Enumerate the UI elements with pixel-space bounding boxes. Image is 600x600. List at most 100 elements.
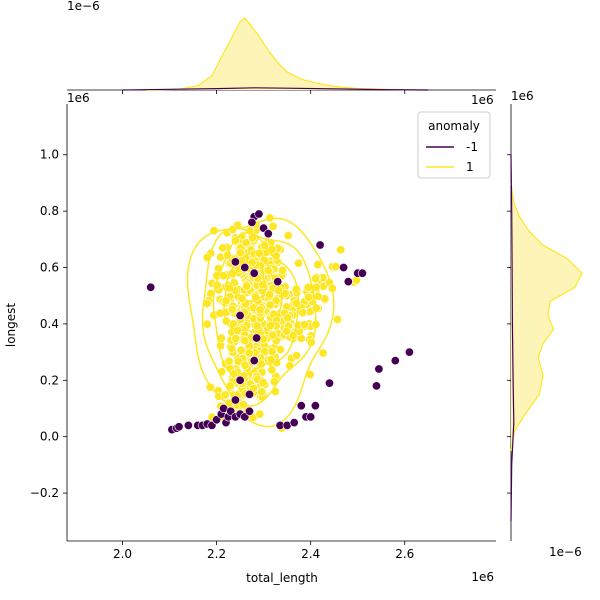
marginal-y-kde-normal [510,182,583,451]
density-contour [223,251,283,334]
anomaly-point [230,257,240,267]
x-tick-label: 2.4 [301,547,320,561]
normal-point [313,260,323,270]
density-contour [201,227,317,407]
normal-point [299,320,309,330]
normal-point [275,344,285,354]
normal-point [265,290,275,300]
anomaly-point [273,277,283,287]
marginal-y-top-scale-label: 1e6 [511,89,534,103]
y-tick: 0.8 [40,204,67,218]
anomaly-point [374,364,384,374]
normal-point [257,387,267,397]
normal-point [318,348,328,358]
y-tick-label: 0.4 [40,317,59,331]
y-tick-label: −0.2 [30,486,59,500]
marginal-y-scale-label: 1e−6 [549,545,582,559]
normal-point [255,409,265,419]
marginal-x-right-scale-label: 1e6 [471,93,494,107]
density-contour [212,231,300,377]
anomaly-point [230,395,240,405]
y-scale-label: 1e6 [67,91,90,105]
anomaly-point [183,420,193,430]
normal-point [292,351,302,361]
y-tick-label: 0.8 [40,204,59,218]
normal-point [270,386,280,396]
anomaly-point [252,333,262,343]
y-tick-label: 0.2 [40,373,59,387]
anomaly-point [324,378,334,388]
x-tick-label: 2.2 [207,547,226,561]
y-tick: 0.0 [40,430,67,444]
normal-point [224,356,234,366]
anomaly-point [235,375,245,385]
marginal-y-kde-anomaly [510,154,515,522]
normal-point [283,231,293,241]
marginal-x-kde-normal [145,17,429,91]
normal-point [265,300,275,310]
normal-point [271,251,281,261]
x-tick: 2.0 [113,541,132,561]
anomaly-point [146,282,156,292]
legend-box [417,111,491,179]
y-tick-label: 0.6 [40,261,59,275]
y-tick: 0.2 [40,373,67,387]
normal-point [227,343,237,353]
normal-point [255,305,265,315]
legend: anomaly -1 1 [417,111,491,179]
marginal-y-axes [510,104,583,541]
normal-point [227,304,237,314]
normal-point [332,314,342,324]
normal-point [218,243,228,253]
normal-point [331,262,341,272]
normal-point [293,258,303,268]
normal-point [216,341,226,351]
normal-point [240,360,250,370]
y-axis-label: longest [4,303,18,348]
density-contour [230,260,267,303]
anomaly-point [245,406,255,416]
anomaly-point [289,418,299,428]
x-tick: 2.2 [207,541,226,561]
y-tick: −0.2 [30,486,67,500]
anomaly-point [245,389,255,399]
density-contour [186,217,335,428]
anomaly-point [306,412,316,422]
main-axes [146,209,414,435]
normal-point [268,330,278,340]
anomaly-point [249,268,259,278]
y-tick-label: 0.0 [40,430,59,444]
normal-point [231,334,241,344]
anomaly-point [296,401,306,411]
normal-point [313,291,323,301]
normal-point [271,296,281,306]
normal-point [252,321,262,331]
normal-point [267,365,277,375]
anomaly-point [404,347,414,357]
x-tick-label: 2.6 [395,547,414,561]
normal-point [298,308,308,318]
normal-point [258,378,268,388]
legend-label-anomaly: -1 [466,140,478,154]
anomaly-point [263,229,273,239]
normal-point [244,348,254,358]
y-tick-label: 1.0 [40,148,59,162]
y-tick: 0.4 [40,317,67,331]
normal-point [235,248,245,258]
legend-label-normal: 1 [466,160,474,174]
anomaly-point [254,209,264,219]
normal-point [241,238,251,248]
normal-point [268,221,278,231]
anomaly-point [339,262,349,272]
marginal-y-fill-normal [511,182,582,451]
y-tick: 1.0 [40,148,67,162]
x-tick: 2.6 [395,541,414,561]
normal-point [202,319,212,329]
normal-point [233,356,243,366]
anomaly-point [174,422,184,432]
normal-point [283,313,293,323]
anomaly-point [371,381,381,391]
anomaly-point [357,268,367,278]
